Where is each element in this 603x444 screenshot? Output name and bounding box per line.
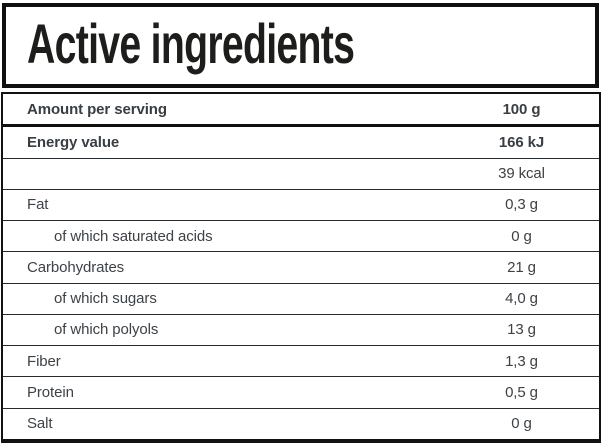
row-label: of which polyols [54, 321, 159, 339]
table-row: Protein 0,5 g [3, 377, 599, 409]
table-row: Carbohydrates 21 g [3, 252, 599, 284]
row-value: 0,5 g [505, 384, 538, 402]
header-box: Active ingredients [2, 3, 599, 88]
row-label: Protein [27, 384, 74, 402]
row-value: 0 g [511, 227, 532, 245]
row-label: Fat [27, 196, 49, 214]
row-label: Energy value [27, 133, 120, 151]
row-value: 39 kcal [498, 165, 545, 183]
table-row: Fiber 1,3 g [3, 346, 599, 378]
table-row: 39 kcal [3, 159, 599, 190]
row-value: 100 g [502, 100, 541, 118]
table-row: Fat 0,3 g [3, 190, 599, 222]
row-label: of which sugars [54, 290, 157, 308]
row-value: 0 g [511, 415, 532, 433]
row-value: 1,3 g [505, 352, 538, 370]
row-label: Salt [27, 415, 53, 433]
row-value: 13 g [507, 321, 536, 339]
row-value: 21 g [507, 258, 536, 276]
row-value: 166 kJ [498, 133, 545, 151]
row-label: Fiber [27, 352, 61, 370]
row-label: Carbohydrates [27, 258, 125, 276]
row-value: 4,0 g [505, 290, 538, 308]
table-row: Amount per serving 100 g [3, 94, 599, 128]
table-row: Salt 0 g [3, 409, 599, 439]
table-row: of which sugars 4,0 g [3, 284, 599, 315]
table-row: of which saturated acids 0 g [3, 221, 599, 253]
page-title: Active ingredients [27, 11, 355, 75]
row-value: 0,3 g [505, 196, 538, 214]
row-label: Amount per serving [27, 100, 167, 118]
table-row: Energy value 166 kJ [3, 127, 599, 159]
table-row: of which polyols 13 g [3, 315, 599, 347]
nutrition-table: Amount per serving 100 g Energy value 16… [1, 92, 601, 443]
row-label: of which saturated acids [54, 227, 213, 245]
